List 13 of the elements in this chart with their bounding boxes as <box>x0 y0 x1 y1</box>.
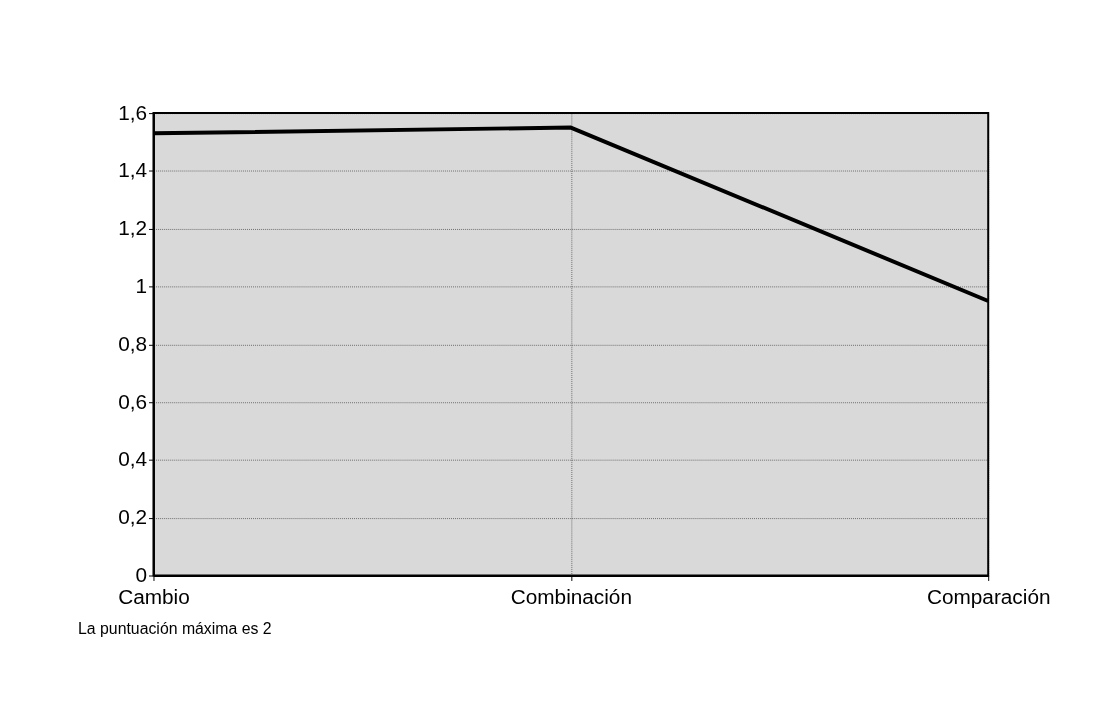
y-tick-label: 1,6 <box>118 100 148 124</box>
y-tick-label: 0,4 <box>118 447 148 471</box>
y-tick-label: 1 <box>135 273 148 297</box>
y-tick-label: 1,4 <box>118 158 148 182</box>
text: La puntuación máxima es 2 <box>78 619 272 637</box>
y-tick-label: 0,6 <box>118 389 148 413</box>
x-tick-label: Combinación <box>510 584 632 608</box>
y-tick-label: 0,2 <box>118 505 148 529</box>
y-tick-label: 0,8 <box>118 331 148 355</box>
x-tick-label: Comparación <box>926 584 1051 608</box>
y-tick-label: 1,2 <box>118 216 148 240</box>
x-tick-label: Cambio <box>118 584 190 608</box>
y-tick-label: 0 <box>135 562 148 586</box>
